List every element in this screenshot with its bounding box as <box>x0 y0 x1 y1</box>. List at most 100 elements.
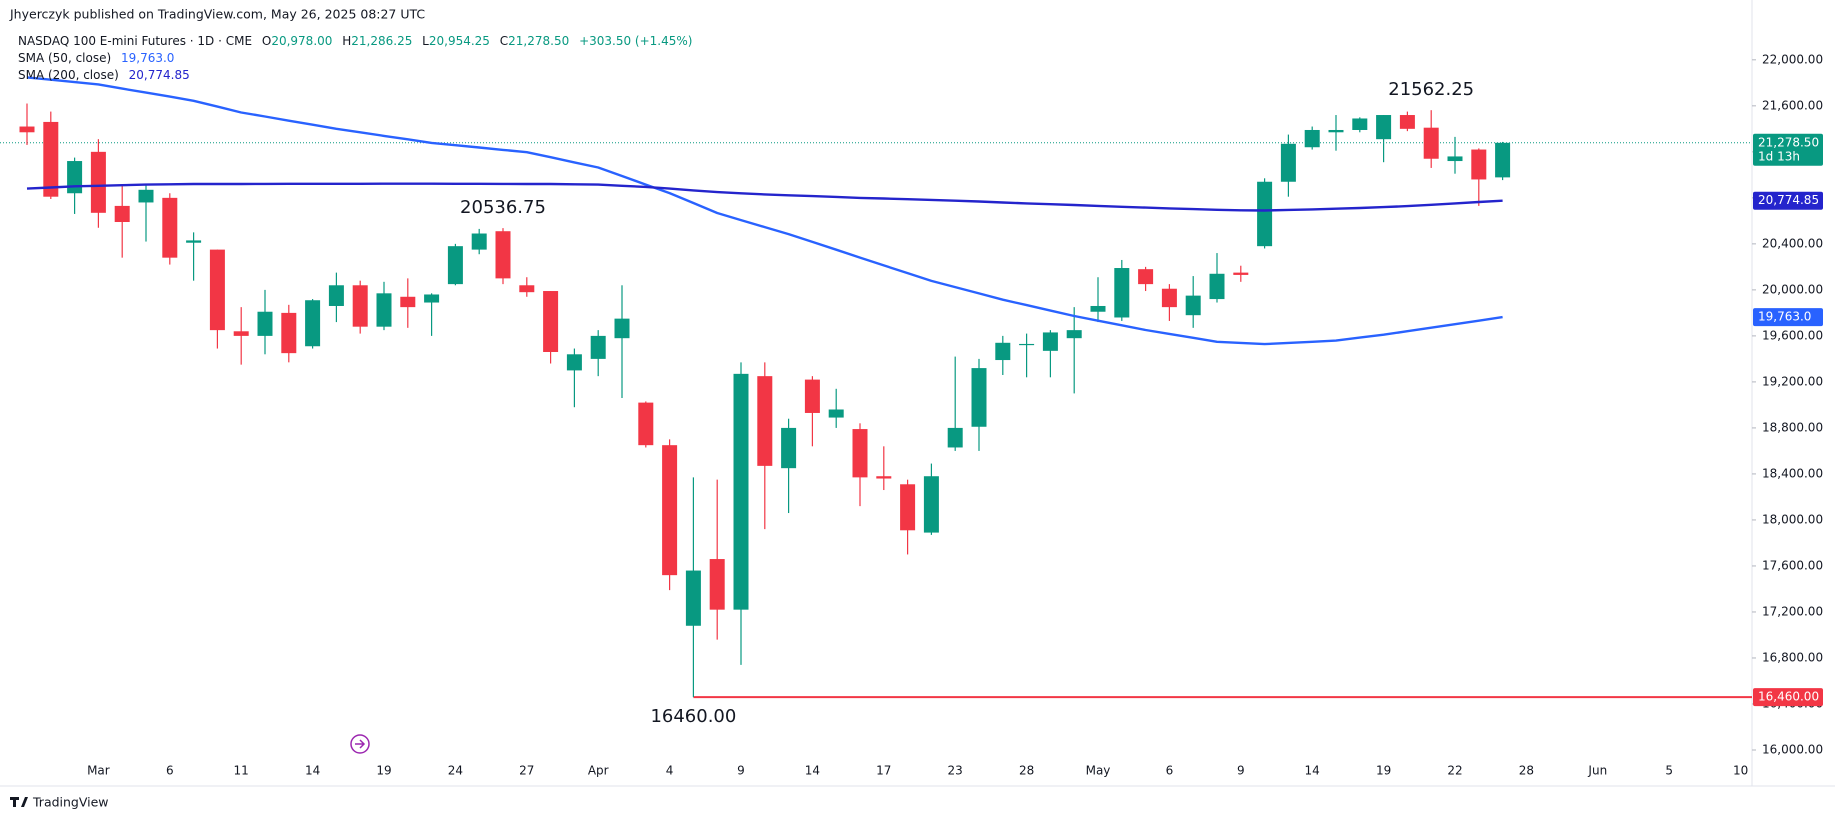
candle-body <box>495 231 511 279</box>
price-annotation: 21562.25 <box>1388 79 1474 100</box>
candle-body <box>305 300 321 347</box>
candle-body <box>1042 332 1058 351</box>
ohlc-key: O <box>262 34 271 48</box>
y-tick-label: 17,200.00 <box>1762 604 1823 618</box>
x-tick-label: 14 <box>1305 764 1320 778</box>
x-tick-label: 4 <box>666 764 674 778</box>
y-tick-label: 16,800.00 <box>1762 650 1823 664</box>
candle-body <box>1376 115 1392 140</box>
change: +303.50 (+1.45%) <box>579 34 692 48</box>
sma-name: SMA (50, close) <box>18 51 111 65</box>
candle-body <box>566 354 582 371</box>
sma-price-tag: 20,774.85 <box>1758 193 1819 207</box>
x-tick-label: 17 <box>876 764 891 778</box>
x-tick-label: 6 <box>166 764 174 778</box>
candle-body <box>162 197 178 258</box>
candle-body <box>90 151 106 213</box>
candle-body <box>638 402 654 446</box>
candle-body <box>971 368 987 427</box>
x-tick-label: 14 <box>805 764 820 778</box>
x-tick-label: Apr <box>588 764 609 778</box>
sma-value: 19,763.0 <box>121 51 174 65</box>
x-tick-label: 19 <box>376 764 391 778</box>
x-tick-label: 10 <box>1733 764 1748 778</box>
x-tick-label: 9 <box>737 764 745 778</box>
last-price-tag-bg <box>1753 133 1823 166</box>
candle-body <box>923 476 939 533</box>
candle-body <box>209 249 225 331</box>
event-icon[interactable] <box>350 734 370 754</box>
candle-body <box>114 205 130 223</box>
x-tick-label: 28 <box>1519 764 1534 778</box>
candle-body <box>281 312 297 354</box>
candle-body <box>757 376 773 466</box>
candle-body <box>1423 127 1439 159</box>
y-tick-label: 18,000.00 <box>1762 512 1823 526</box>
candle-body <box>352 285 368 327</box>
candle-body <box>1209 273 1225 300</box>
candle-body <box>1114 268 1130 318</box>
x-tick-label: 28 <box>1019 764 1034 778</box>
price-annotation: 20536.75 <box>460 197 546 218</box>
x-tick-label: 6 <box>1166 764 1174 778</box>
x-tick-label: 9 <box>1237 764 1245 778</box>
candle-body <box>1447 156 1463 162</box>
candle-body <box>376 293 392 327</box>
x-tick-label: 19 <box>1376 764 1391 778</box>
y-tick-label: 19,600.00 <box>1762 328 1823 342</box>
ohlc-value: 20,978.00 <box>271 34 332 48</box>
candle-body <box>519 285 535 293</box>
candle-body <box>1161 288 1177 308</box>
x-tick-label: 14 <box>305 764 320 778</box>
logo-mark <box>10 797 28 807</box>
footer-text: TradingView <box>32 795 109 810</box>
y-tick-label: 21,600.00 <box>1762 98 1823 112</box>
candle-body <box>233 331 249 336</box>
x-tick-label: May <box>1086 764 1111 778</box>
sma-value: 20,774.85 <box>129 68 190 82</box>
sma-line <box>26 76 1503 346</box>
y-tick-label: 17,600.00 <box>1762 558 1823 572</box>
candle-body <box>1066 330 1082 339</box>
event-arrow <box>355 739 366 749</box>
x-tick-label: Mar <box>87 764 110 778</box>
candle-body <box>1233 272 1249 275</box>
sma-legend: SMA (50, close) 19,763.0 <box>18 51 174 65</box>
candle-body <box>43 121 59 197</box>
candle-body <box>662 445 678 576</box>
y-tick-label: 19,200.00 <box>1762 374 1823 388</box>
symbol-legend: NASDAQ 100 E-mini Futures · 1D · CME O20… <box>18 34 692 48</box>
candle-body <box>1495 142 1511 178</box>
candle-body <box>900 484 916 531</box>
sma-legend: SMA (200, close) 20,774.85 <box>18 68 190 82</box>
candle-body <box>733 373 749 610</box>
ohlc-key: L <box>422 34 429 48</box>
sma-price-tag-bg <box>1753 191 1823 210</box>
candle-body <box>1304 129 1320 148</box>
x-tick-label: 27 <box>519 764 534 778</box>
price-annotation: 16460.00 <box>650 706 736 727</box>
publisher-header: Jhyerczyk published on TradingView.com, … <box>9 7 425 22</box>
candle-body <box>828 409 844 418</box>
candle-body <box>947 427 963 448</box>
candle-body <box>1399 115 1415 129</box>
sma-price-tag: 19,763.0 <box>1758 310 1811 324</box>
candle-body <box>685 570 701 626</box>
y-tick-label: 18,400.00 <box>1762 466 1823 480</box>
candle-body <box>447 246 463 285</box>
ohlc-key: C <box>500 34 508 48</box>
candle-body <box>614 318 630 339</box>
candle-body <box>876 476 892 479</box>
overlay: 21562.25 20536.75 16460.00 19,763.0 20,774.8… <box>460 79 1823 727</box>
footer-logo: TradingView <box>10 795 109 810</box>
sma-line <box>26 182 1503 212</box>
last-price-tag-countdown: 1d 13h <box>1758 149 1800 163</box>
y-tick-label: 16,000.00 <box>1762 742 1823 756</box>
y-tick-label: 22,000.00 <box>1762 52 1823 66</box>
sma-name: SMA (200, close) <box>18 68 119 82</box>
hline-price-tag-bg <box>1753 688 1823 707</box>
candle-body <box>1185 295 1201 316</box>
candle-body <box>471 233 487 250</box>
candle-body <box>424 294 440 303</box>
candle-body <box>186 240 202 243</box>
